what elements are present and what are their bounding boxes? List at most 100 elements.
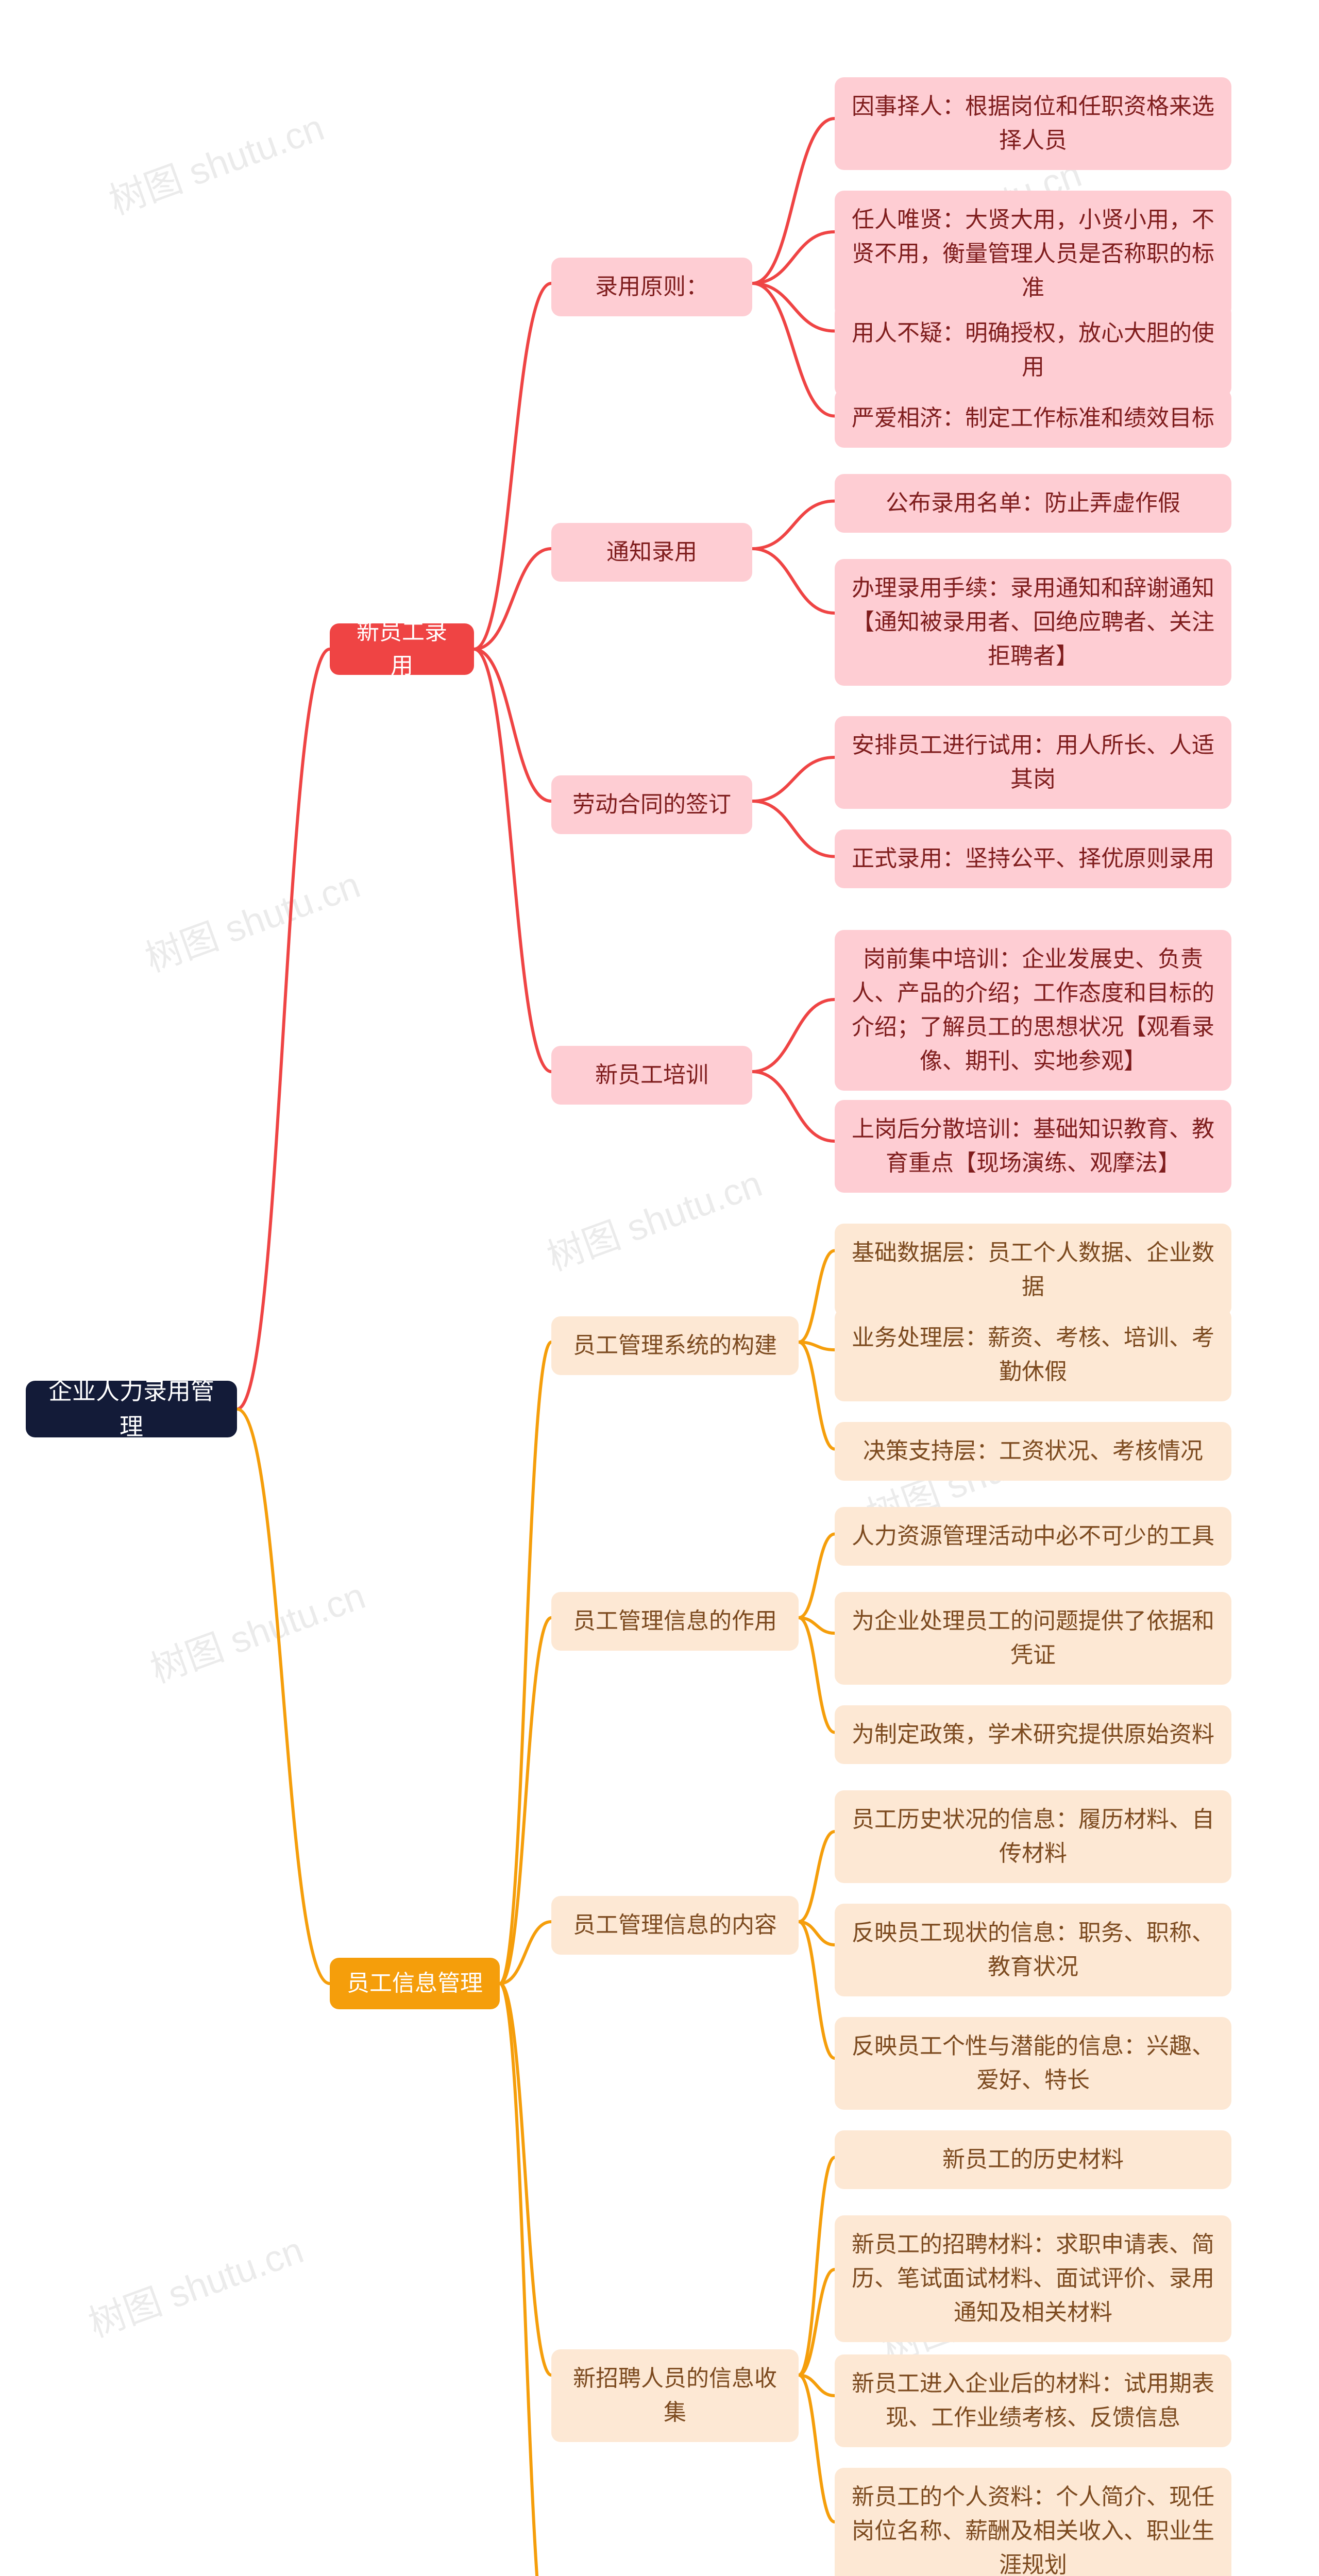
edge [799,1618,835,1733]
node-label: 新员工的历史材料 [942,2143,1124,2177]
edge [799,1342,835,1449]
node-label: 岗前集中培训：企业发展史、负责人、产品的介绍；工作态度和目标的介绍；了解员工的思… [851,942,1215,1078]
node-r1a: 因事择人：根据岗位和任职资格来选择人员 [835,77,1231,170]
edge [752,283,835,416]
node-r4b: 上岗后分散培训：基础知识教育、教育重点【现场演练、观摩法】 [835,1100,1231,1193]
node-label: 业务处理层：薪资、考核、培训、考勤休假 [851,1321,1215,1389]
edge [752,232,835,283]
edge [474,283,551,649]
edge [799,1922,835,2058]
edge [752,999,835,1072]
node-label: 员工管理信息的作用 [573,1604,777,1638]
edge [799,1618,835,1633]
node-label: 员工管理系统的构建 [573,1329,777,1363]
node-r1c: 用人不疑：明确授权，放心大胆的使用 [835,304,1231,397]
node-o3c: 反映员工个性与潜能的信息：兴趣、爱好、特长 [835,2017,1231,2110]
node-o4c: 新员工进入企业后的材料：试用期表现、工作业绩考核、反馈信息 [835,2354,1231,2447]
node-o4d: 新员工的个人资料：个人简介、现任岗位名称、薪酬及相关收入、职业生涯规划 [835,2468,1231,2576]
node-o2b: 为企业处理员工的问题提供了依据和凭证 [835,1592,1231,1685]
node-label: 任人唯贤：大贤大用，小贤小用，不贤不用，衡量管理人员是否称职的标准 [851,203,1215,305]
edge [799,1534,835,1618]
node-r1d: 严爱相济：制定工作标准和绩效目标 [835,389,1231,448]
edge [752,118,835,283]
edge [500,1342,551,1984]
node-r4: 新员工培训 [551,1046,752,1105]
edge [799,2375,835,2396]
node-redMain: 新员工录用 [330,623,474,675]
mindmap-canvas: 树图 shutu.cn 树图 shutu.cn 树图 shutu.cn 树图 shut… [0,0,1319,2576]
node-o3a: 员工历史状况的信息：履历材料、自传材料 [835,1790,1231,1883]
edge [799,2269,835,2375]
edge [500,1984,551,2375]
watermark: 树图 shutu.cn [137,855,366,982]
edge [474,649,551,801]
node-label: 新员工的招聘材料：求职申请表、简历、笔试面试材料、面试评价、录用通知及相关材料 [851,2228,1215,2330]
edge [752,1072,835,1141]
edge [474,549,551,649]
edge [752,501,835,549]
node-r1: 录用原则： [551,258,752,316]
node-label: 员工管理信息的内容 [573,1908,777,1942]
node-label: 因事择人：根据岗位和任职资格来选择人员 [851,90,1215,158]
node-o1c: 决策支持层：工资状况、考核情况 [835,1422,1231,1481]
node-label: 新员工录用 [346,615,458,683]
node-label: 新员工进入企业后的材料：试用期表现、工作业绩考核、反馈信息 [851,2367,1215,2435]
node-o4a: 新员工的历史材料 [835,2130,1231,2189]
node-label: 劳动合同的签订 [572,788,731,822]
node-orgMain: 员工信息管理 [330,1958,500,2009]
node-o2c: 为制定政策，学术研究提供原始资料 [835,1705,1231,1764]
node-label: 人力资源管理活动中必不可少的工具 [852,1519,1214,1553]
watermark: 树图 shutu.cn [100,97,330,225]
node-label: 办理录用手续：录用通知和辞谢通知【通知被录用者、回绝应聘者、关注拒聘者】 [851,571,1215,673]
node-label: 严爱相济：制定工作标准和绩效目标 [852,401,1214,435]
edge [752,801,835,857]
node-o4: 新招聘人员的信息收集 [551,2349,799,2442]
node-label: 基础数据层：员工个人数据、企业数据 [851,1236,1215,1304]
node-o1: 员工管理系统的构建 [551,1316,799,1375]
node-r3b: 正式录用：坚持公平、择优原则录用 [835,829,1231,888]
watermark: 树图 shutu.cn [80,2220,310,2348]
node-label: 决策支持层：工资状况、考核情况 [863,1434,1203,1468]
edge [500,1922,551,1984]
node-r3a: 安排员工进行试用：用人所长、人适其岗 [835,716,1231,809]
node-root: 企业人力录用管理 [26,1381,237,1437]
node-r3: 劳动合同的签订 [551,775,752,834]
node-o4b: 新员工的招聘材料：求职申请表、简历、笔试面试材料、面试评价、录用通知及相关材料 [835,2215,1231,2342]
node-o1a: 基础数据层：员工个人数据、企业数据 [835,1224,1231,1316]
node-label: 企业人力录用管理 [42,1374,221,1445]
node-label: 为制定政策，学术研究提供原始资料 [852,1718,1214,1752]
edge [752,757,835,801]
watermark: 树图 shutu.cn [142,1566,371,1693]
node-r1b: 任人唯贤：大贤大用，小贤小用，不贤不用，衡量管理人员是否称职的标准 [835,191,1231,317]
node-label: 录用原则： [595,270,708,304]
edge [237,649,330,1409]
node-label: 为企业处理员工的问题提供了依据和凭证 [851,1604,1215,1672]
edge [752,283,835,331]
node-label: 员工信息管理 [347,1967,483,2001]
node-o1b: 业务处理层：薪资、考核、培训、考勤休假 [835,1309,1231,1401]
node-r2: 通知录用 [551,523,752,582]
edge [799,2158,835,2376]
edge [799,2375,835,2522]
node-o2a: 人力资源管理活动中必不可少的工具 [835,1507,1231,1566]
edge [500,1618,551,1984]
node-r4a: 岗前集中培训：企业发展史、负责人、产品的介绍；工作态度和目标的介绍；了解员工的思… [835,930,1231,1091]
edge [799,1832,835,1922]
node-o3: 员工管理信息的内容 [551,1896,799,1955]
edge [500,1984,551,2576]
node-label: 通知录用 [606,535,697,569]
node-o2: 员工管理信息的作用 [551,1592,799,1651]
node-label: 员工历史状况的信息：履历材料、自传材料 [851,1803,1215,1871]
edge [799,1342,835,1350]
node-r2b: 办理录用手续：录用通知和辞谢通知【通知被录用者、回绝应聘者、关注拒聘者】 [835,559,1231,686]
edge [752,549,835,613]
edge [237,1409,330,1984]
node-label: 反映员工现状的信息：职务、职称、教育状况 [851,1916,1215,1984]
edge [799,1251,835,1343]
watermark: 树图 shutu.cn [538,1154,768,1281]
node-label: 安排员工进行试用：用人所长、人适其岗 [851,728,1215,796]
node-label: 上岗后分散培训：基础知识教育、教育重点【现场演练、观摩法】 [851,1112,1215,1180]
edge [799,1922,835,1945]
node-label: 正式录用：坚持公平、择优原则录用 [852,842,1214,876]
node-label: 新员工的个人资料：个人简介、现任岗位名称、薪酬及相关收入、职业生涯规划 [851,2480,1215,2576]
